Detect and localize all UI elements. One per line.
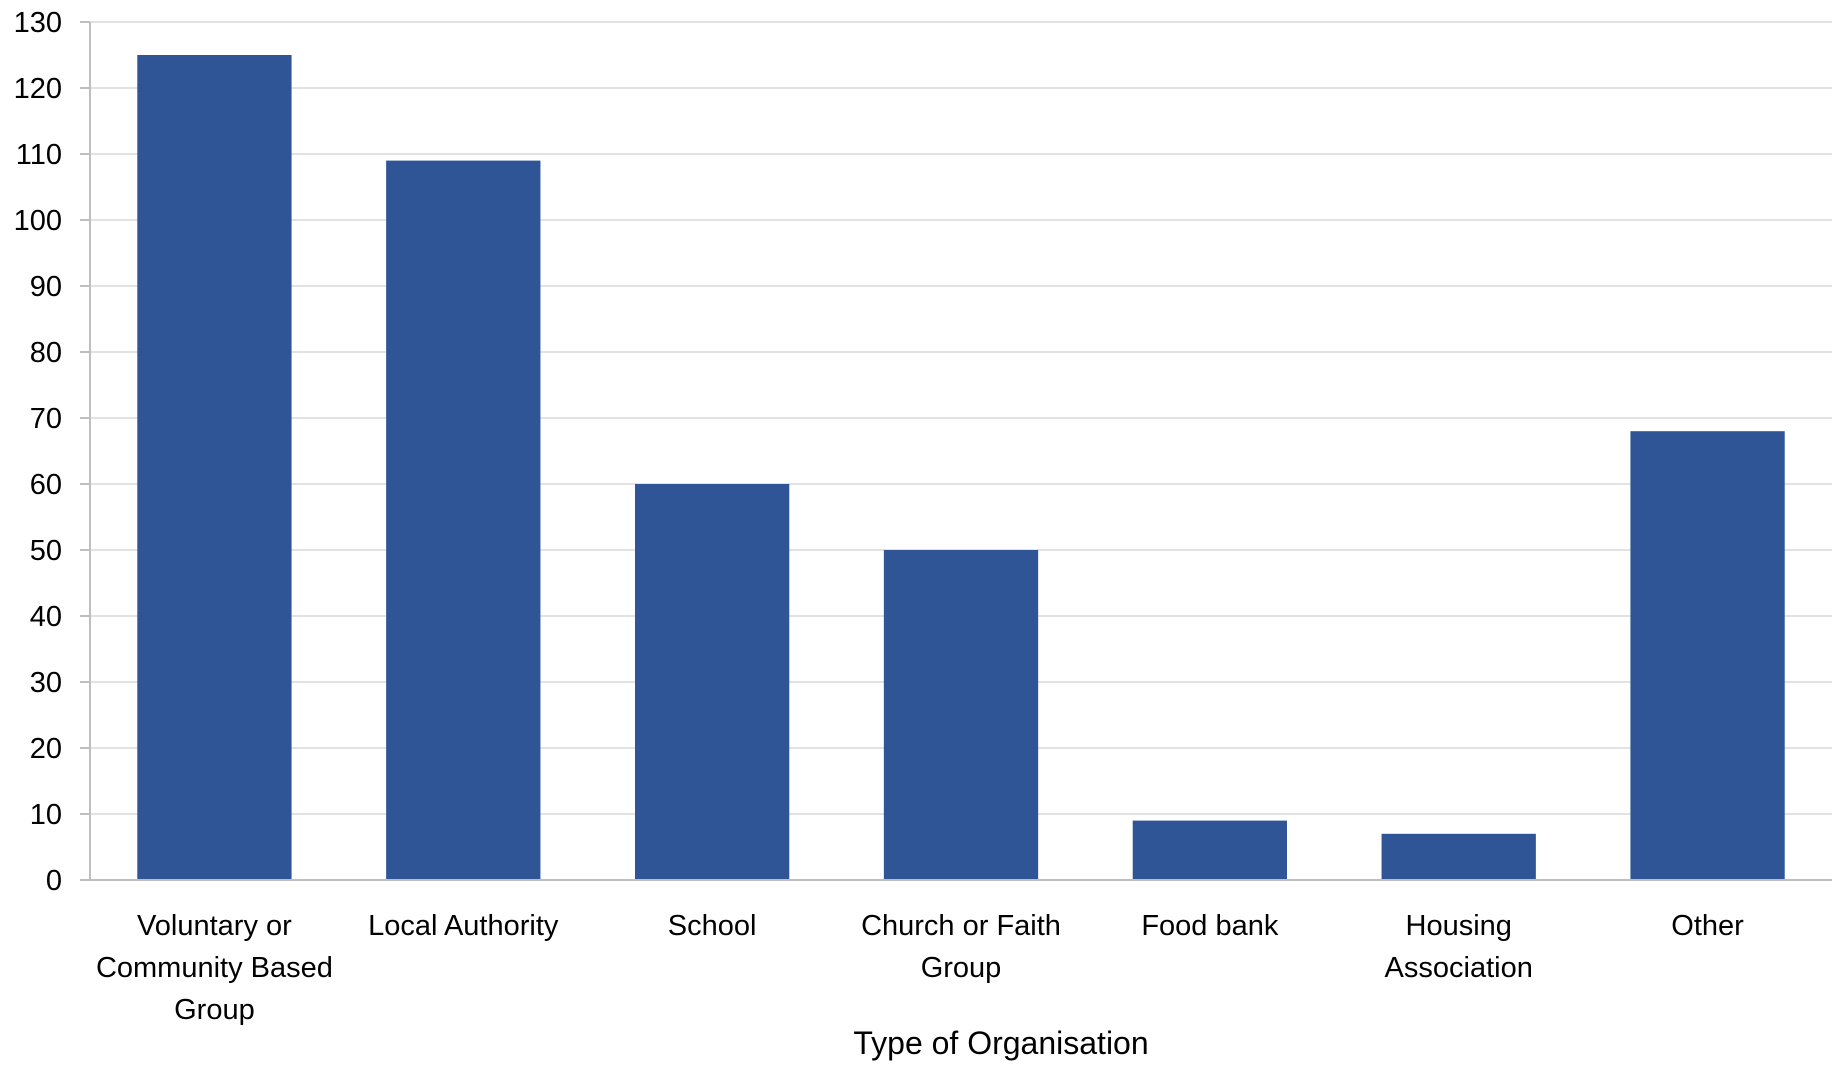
x-category-labels: Voluntary or Community Based Group Local Au… bbox=[96, 910, 1744, 1026]
y-tick-label: 100 bbox=[14, 205, 62, 237]
y-tick-label: 0 bbox=[46, 865, 62, 897]
axes bbox=[80, 21, 1832, 881]
y-tick-label: 110 bbox=[16, 139, 62, 171]
bar-6: Housing Association: 7 bbox=[1381, 833, 1536, 880]
y-tick-label: 130 bbox=[14, 7, 62, 39]
bar-5: Food bank: 9 bbox=[1132, 820, 1288, 880]
y-tick-label: 50 bbox=[30, 535, 62, 567]
bar-2: Local Authority: 109 bbox=[386, 160, 541, 881]
y-tick-label: 40 bbox=[30, 601, 62, 633]
bar-1: Voluntary or Community Based Group: 125 bbox=[137, 55, 292, 880]
y-tick-label: 80 bbox=[30, 337, 62, 369]
y-tick-label: 90 bbox=[30, 271, 62, 303]
y-tick-label: 20 bbox=[30, 733, 62, 765]
bar-3: School: 60 bbox=[634, 484, 790, 880]
x-category-label: Food bank bbox=[1141, 910, 1279, 942]
x-category-label: School bbox=[668, 910, 757, 942]
bar-4: Church or Faith Group: 50 bbox=[883, 550, 1039, 880]
y-tick-label: 70 bbox=[30, 403, 62, 435]
y-tick-label: 60 bbox=[30, 469, 62, 501]
y-tick-labels: 0 10 20 30 40 50 60 70 80 90 100 110 120 130 bbox=[14, 7, 62, 897]
y-tick-label: 120 bbox=[14, 73, 62, 105]
bar-7: Other: 68 bbox=[1630, 431, 1785, 880]
x-category-label: Local Authority bbox=[368, 910, 559, 942]
y-tick-label: 30 bbox=[30, 667, 62, 699]
x-category-label: Church or Faith Group bbox=[861, 910, 1061, 984]
bars: Voluntary or Community Based Group: 125 L… bbox=[137, 55, 1785, 881]
x-category-label: Other bbox=[1671, 910, 1744, 942]
x-category-label: Housing Association bbox=[1385, 910, 1533, 984]
x-category-label: Voluntary or Community Based Group bbox=[96, 910, 333, 1026]
y-tick-label: 10 bbox=[30, 799, 62, 831]
x-axis-title: Type of Organisation bbox=[853, 1025, 1148, 1061]
